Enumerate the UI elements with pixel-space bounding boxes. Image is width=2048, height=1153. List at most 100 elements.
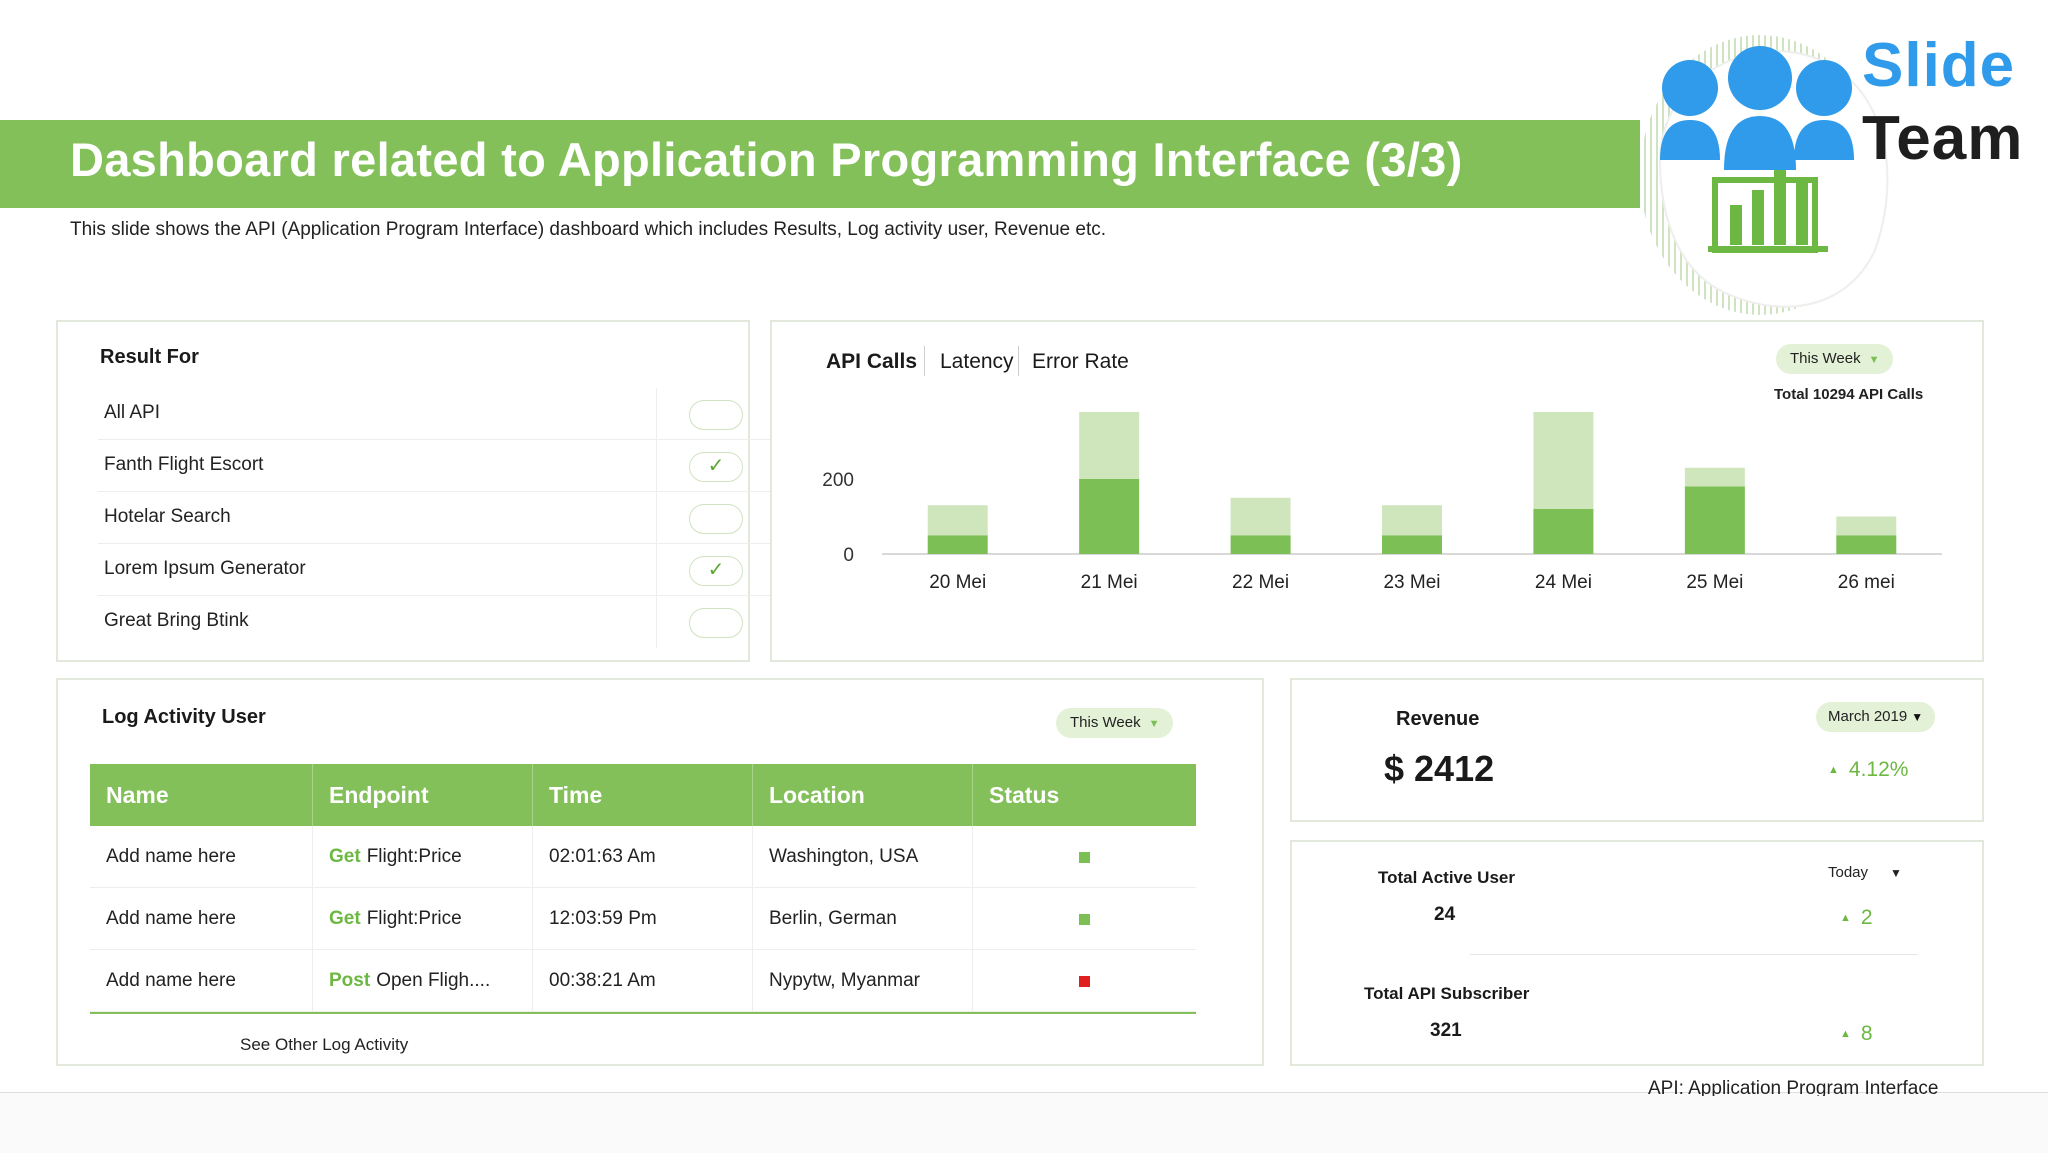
users-period-label: Today (1828, 864, 1869, 881)
row-divider (656, 544, 657, 596)
revenue-delta: ▲ 4.12% (1828, 758, 1908, 782)
bar-segment (1079, 479, 1140, 554)
table-bottom-rule (90, 1012, 1196, 1014)
status-indicator-icon (1079, 976, 1090, 987)
result-for-toggle[interactable]: ✓ (689, 556, 743, 586)
row-divider (656, 388, 657, 440)
checkmark-icon: ✓ (707, 455, 725, 477)
cell-location: Washington, USA (753, 826, 973, 888)
title-banner (0, 120, 1640, 208)
tab-error-rate[interactable]: Error Rate (1032, 350, 1129, 373)
api-subscriber-delta-value: 8 (1860, 1022, 1873, 1045)
result-for-toggle[interactable]: ✓ (689, 452, 743, 482)
cell-status (973, 826, 1196, 888)
revenue-period-label: March 2019 (1828, 708, 1908, 725)
revenue-period-dropdown[interactable]: March 2019 ▼ (1816, 702, 1936, 732)
up-triangle-icon: ▲ (1828, 764, 1839, 776)
x-tick-label: 26 mei (1838, 572, 1895, 593)
logo-text-team: Team (1862, 104, 2024, 173)
bar-segment (1533, 509, 1594, 554)
users-period-dropdown[interactable]: Today ▼ (1828, 864, 1902, 881)
tab-latency[interactable]: Latency (940, 350, 1014, 373)
users-divider (1470, 954, 1918, 955)
api-subscriber-value: 321 (1430, 1020, 1462, 1041)
see-other-log-link[interactable]: See Other Log Activity (240, 1035, 409, 1054)
endpoint-path: Flight:Price (366, 908, 462, 929)
log-activity-title: Log Activity User (102, 706, 266, 728)
x-tick-label: 23 Mei (1383, 572, 1440, 593)
y-tick-label: 200 (822, 470, 854, 491)
api-calls-chart: 0 200 400 20 Mei 21 Mei 22 Mei 23 Mei 24 Mei 25 … (822, 412, 1942, 593)
bar-segment (1684, 467, 1745, 487)
page-title: Dashboard related to Application Program… (70, 133, 1463, 186)
active-user-value: 24 (1434, 904, 1456, 925)
http-method: Post (329, 970, 371, 991)
slide-bottom-band (0, 1092, 2048, 1153)
row-divider (656, 440, 657, 492)
footnote: API: Application Program Interface (1648, 1078, 1939, 1099)
revenue-panel: Revenue March 2019 ▼ $ 2412 ▲ 4.12% (1290, 678, 1984, 822)
tab-api-calls[interactable]: API Calls (826, 350, 918, 373)
result-for-label: Great Bring Btink (104, 610, 249, 631)
x-tick-label: 21 Mei (1081, 572, 1138, 593)
y-tick-label: 400 (822, 412, 854, 416)
cell-status (973, 950, 1196, 1012)
result-for-row: Hotelar Search (98, 492, 788, 544)
log-table-header: Name Endpoint Time Location Status (90, 764, 1196, 826)
log-activity-panel: Log Activity User This Week ▼ (56, 678, 1264, 1066)
cell-location: Berlin, German (753, 888, 973, 950)
cell-name: Add name here (90, 826, 313, 888)
bar-segment (1533, 412, 1594, 509)
y-tick-label: 0 (843, 545, 854, 566)
api-period-dropdown[interactable]: This Week ▼ (1776, 344, 1894, 374)
bar-segment (1079, 412, 1140, 479)
log-period-dropdown[interactable]: This Week ▼ (1056, 708, 1174, 738)
chevron-down-icon: ▼ (1868, 354, 1880, 366)
cell-endpoint: Get Flight:Price (313, 888, 533, 950)
cell-location: Nypytw, Myanmar (753, 950, 973, 1012)
cell-status (973, 888, 1196, 950)
active-user-delta: ▲ 2 (1840, 906, 1873, 930)
bar-segment (927, 535, 988, 554)
result-for-label: Hotelar Search (104, 506, 231, 527)
active-user-label: Total Active User (1378, 868, 1515, 887)
cell-time: 12:03:59 Pm (533, 888, 753, 950)
col-endpoint: Endpoint (313, 764, 533, 826)
col-location: Location (753, 764, 973, 826)
cell-endpoint: Get Flight:Price (313, 826, 533, 888)
x-tick-label: 25 Mei (1686, 572, 1743, 593)
result-for-title: Result For (100, 346, 199, 368)
result-for-row: Lorem Ipsum Generator ✓ (98, 544, 788, 596)
result-for-toggle[interactable] (689, 400, 743, 430)
result-for-label: All API (104, 402, 160, 423)
table-row[interactable]: Add name here Post Open Fligh.... 00:38:21 … (90, 950, 1196, 1012)
cell-time: 00:38:21 Am (533, 950, 753, 1012)
users-panel: Today ▼ Total Active User 24 ▲ 2 Total API… (1290, 840, 1984, 1066)
cell-name: Add name here (90, 888, 313, 950)
up-triangle-icon: ▲ (1840, 1028, 1851, 1040)
status-indicator-icon (1079, 852, 1090, 863)
api-period-label: This Week (1790, 350, 1861, 367)
table-row[interactable]: Add name here Get Flight:Price 02:01:63 Am W… (90, 826, 1196, 888)
result-for-label: Fanth Flight Escort (104, 454, 264, 475)
row-divider (656, 492, 657, 544)
result-for-toggle[interactable] (689, 504, 743, 534)
http-method: Get (329, 908, 361, 929)
result-for-label: Lorem Ipsum Generator (104, 558, 306, 579)
bar-segment (1230, 497, 1291, 536)
col-status: Status (989, 782, 1060, 808)
result-for-panel: Result For All API Fanth Flight Escort ✓ Ho… (56, 320, 788, 662)
checkmark-icon: ✓ (707, 559, 725, 581)
x-tick-label: 24 Mei (1535, 572, 1592, 593)
page-subtitle: This slide shows the API (Application Pr… (70, 219, 1107, 240)
bar-segment (1382, 535, 1442, 554)
revenue-title: Revenue (1396, 708, 1480, 730)
cell-endpoint: Post Open Fligh.... (313, 950, 533, 1012)
table-row[interactable]: Add name here Get Flight:Price 12:03:59 Pm B… (90, 888, 1196, 950)
result-for-toggle[interactable] (689, 608, 743, 638)
logo-text-slide: Slide (1862, 31, 2016, 100)
slideteam-logo (1640, 35, 1889, 315)
bar-segment (1230, 535, 1291, 554)
total-api-calls: Total 10294 API Calls (1774, 386, 1924, 403)
api-chart-panel: API Calls Latency Error Rate This Week ▼ … (770, 320, 1984, 662)
